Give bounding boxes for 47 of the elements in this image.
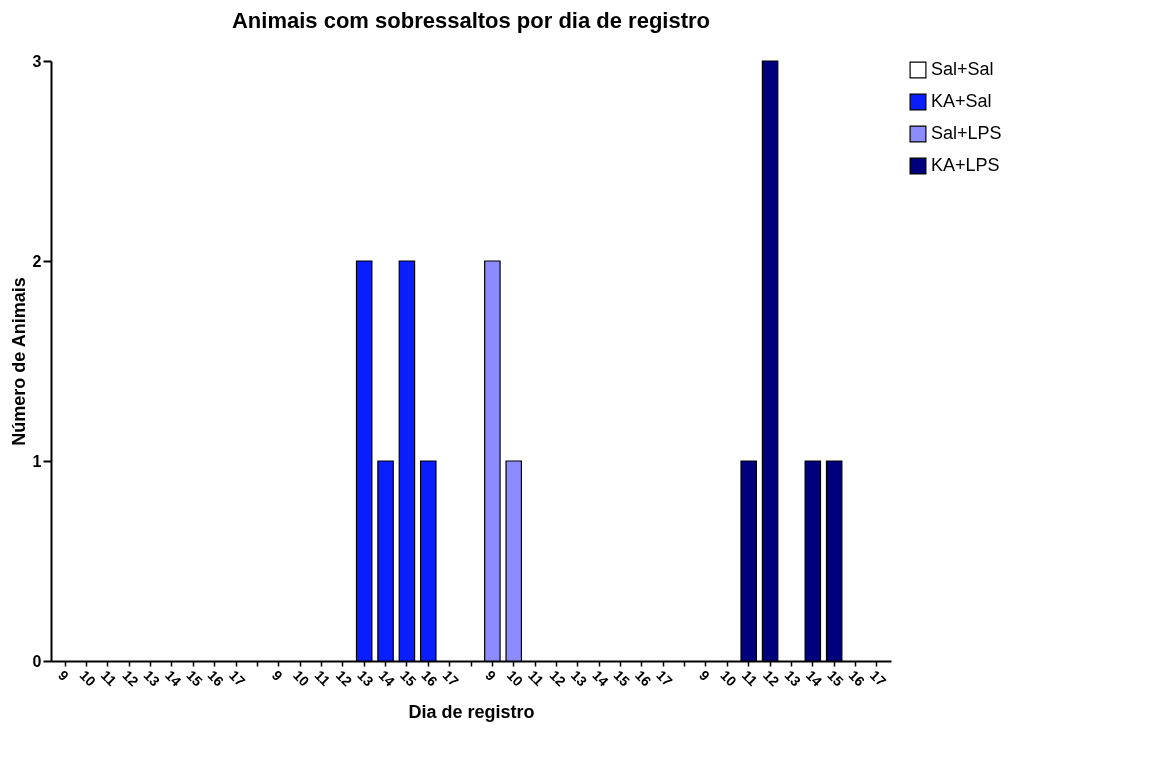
x-tick-label: 13 [140, 667, 164, 690]
x-tick-label: 17 [226, 667, 249, 690]
x-tick-label: 11 [738, 667, 761, 690]
x-tick-label: 16 [418, 667, 441, 690]
x-tick-label: 11 [525, 667, 548, 690]
x-tick-label: 12 [119, 667, 142, 690]
x-tick-label: 14 [162, 667, 185, 690]
y-tick-label: 0 [32, 652, 42, 670]
x-tick-label: 17 [653, 667, 676, 690]
legend-label: KA+Sal [931, 91, 992, 111]
x-tick-label: 13 [781, 667, 805, 690]
x-tick-label: 13 [354, 667, 377, 690]
y-axis-title: Número de Animais [8, 277, 29, 446]
x-tick-label: 11 [97, 667, 120, 690]
x-tick-label: 15 [397, 667, 420, 690]
x-tick-label: 14 [802, 667, 826, 690]
x-tick-label: 12 [332, 667, 356, 690]
x-tick-label: 17 [867, 667, 890, 690]
x-axis-title: Dia de registro [408, 702, 535, 723]
x-tick-label: 9 [696, 667, 714, 685]
y-tick-label: 3 [32, 52, 42, 70]
x-tick-label: 15 [824, 667, 847, 690]
x-tick-label: 17 [439, 667, 463, 690]
x-tick-label: 10 [290, 667, 313, 690]
x-tick-label: 12 [546, 667, 570, 690]
chart-title: Animais com sobressaltos por dia de registro [231, 8, 711, 33]
legend-label: Sal+LPS [931, 123, 1002, 143]
x-tick-label: 12 [760, 667, 783, 690]
x-tick-label: 16 [632, 667, 655, 690]
x-tick-label: 10 [76, 667, 100, 690]
x-tick-label: 10 [717, 667, 740, 690]
x-tick-label: 15 [610, 667, 634, 690]
x-tick-label: 14 [589, 667, 612, 690]
x-tick-label: 11 [311, 667, 334, 690]
x-tick-label: 9 [55, 667, 73, 685]
x-tick-label: 14 [375, 667, 399, 690]
legend-label: KA+LPS [931, 155, 1000, 175]
x-tick-label: 13 [567, 667, 591, 690]
x-tick-label: 10 [503, 667, 527, 690]
x-tick-label: 15 [183, 667, 206, 690]
legend-label: Sal+Sal [931, 59, 994, 79]
x-tick-label: 9 [268, 667, 286, 685]
y-tick-label: 2 [32, 252, 42, 270]
x-tick-label: 16 [845, 667, 869, 690]
y-tick-label: 1 [32, 452, 42, 470]
x-tick-label: 9 [482, 667, 500, 685]
x-tick-label: 16 [204, 667, 228, 690]
